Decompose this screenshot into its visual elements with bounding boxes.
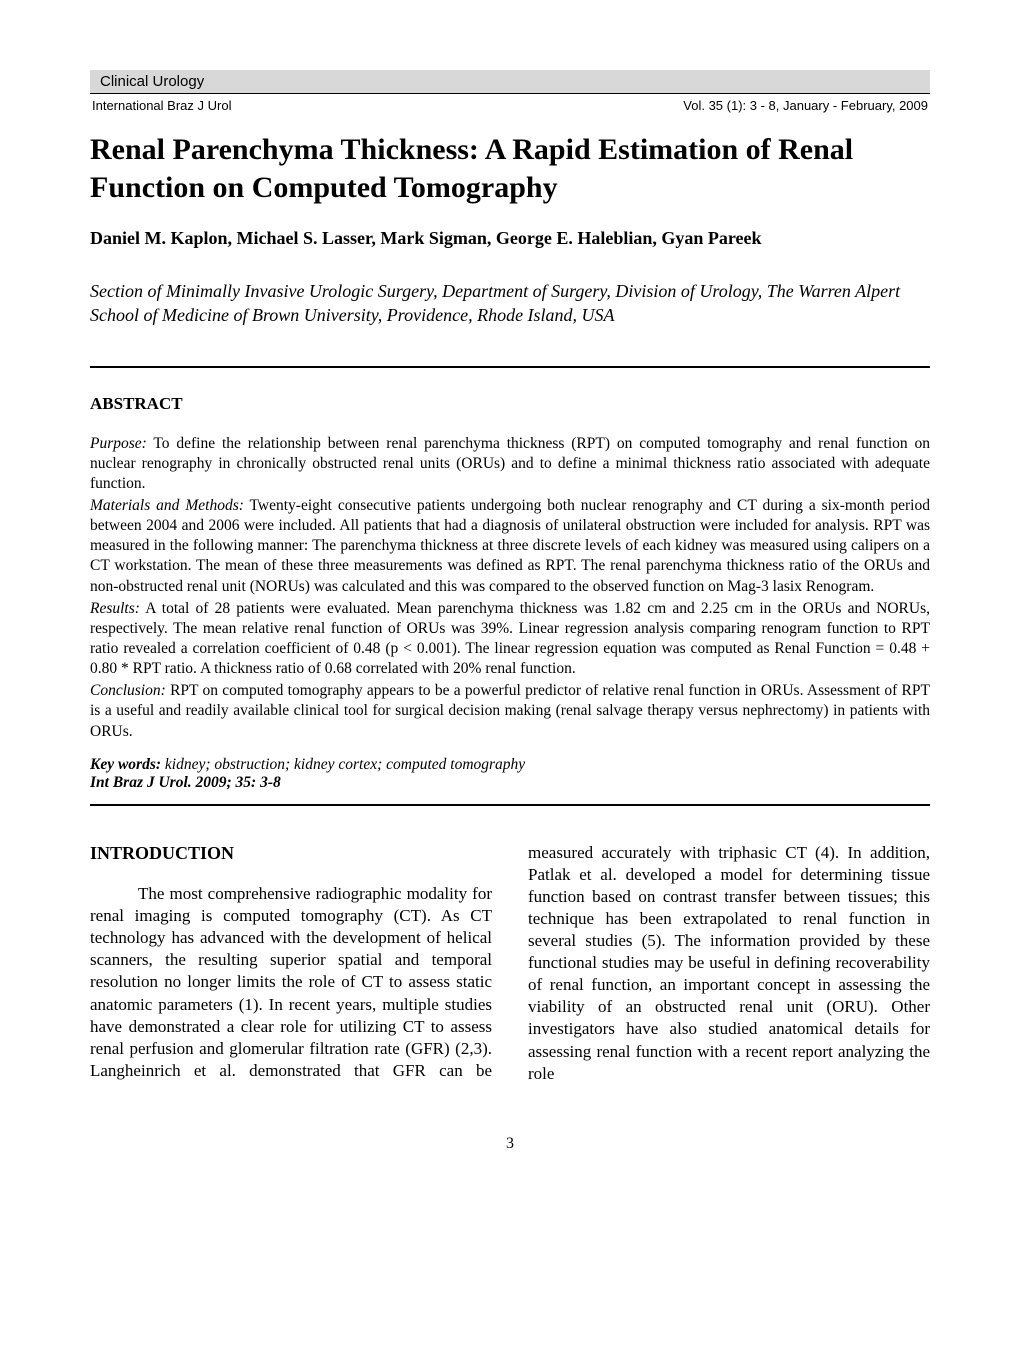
keywords-block: Key words: kidney; obstruction; kidney c…	[90, 756, 930, 792]
results-label: Results:	[90, 600, 140, 617]
citation: Int Braz J Urol. 2009; 35: 3-8	[90, 774, 281, 791]
article-title: Renal Parenchyma Thickness: A Rapid Esti…	[90, 131, 930, 206]
journal-name: International Braz J Urol	[92, 98, 231, 113]
affiliation: Section of Minimally Invasive Urologic S…	[90, 279, 930, 328]
conclusion-label: Conclusion:	[90, 682, 166, 699]
journal-info-row: International Braz J Urol Vol. 35 (1): 3…	[90, 94, 930, 131]
section-label: Clinical Urology	[100, 73, 204, 90]
author-list: Daniel M. Kaplon, Michael S. Lasser, Mar…	[90, 228, 930, 249]
keywords-text: kidney; obstruction; kidney cortex; comp…	[161, 756, 525, 773]
purpose-text: To define the relationship between renal…	[90, 435, 930, 492]
purpose-label: Purpose:	[90, 435, 147, 452]
methods-label: Materials and Methods:	[90, 497, 244, 514]
section-header-bar: Clinical Urology	[90, 70, 930, 93]
body-columns: INTRODUCTION The most comprehensive radi…	[90, 842, 930, 1085]
abstract-conclusion: Conclusion: RPT on computed tomography a…	[90, 681, 930, 741]
abstract-bottom-rule	[90, 804, 930, 806]
results-text: A total of 28 patients were evaluated. M…	[90, 600, 930, 677]
abstract-top-rule	[90, 366, 930, 368]
intro-paragraph: The most comprehensive radiographic moda…	[90, 842, 930, 1085]
abstract-methods: Materials and Methods: Twenty-eight cons…	[90, 496, 930, 597]
intro-heading: INTRODUCTION	[90, 842, 492, 865]
abstract-results: Results: A total of 28 patients were eva…	[90, 599, 930, 680]
volume-issue: Vol. 35 (1): 3 - 8, January - February, …	[683, 98, 928, 113]
page-number: 3	[90, 1135, 930, 1153]
keywords-label: Key words:	[90, 756, 161, 773]
abstract-purpose: Purpose: To define the relationship betw…	[90, 434, 930, 494]
conclusion-text: RPT on computed tomography appears to be…	[90, 682, 930, 739]
abstract-body: Purpose: To define the relationship betw…	[90, 434, 930, 742]
abstract-heading: ABSTRACT	[90, 394, 930, 414]
